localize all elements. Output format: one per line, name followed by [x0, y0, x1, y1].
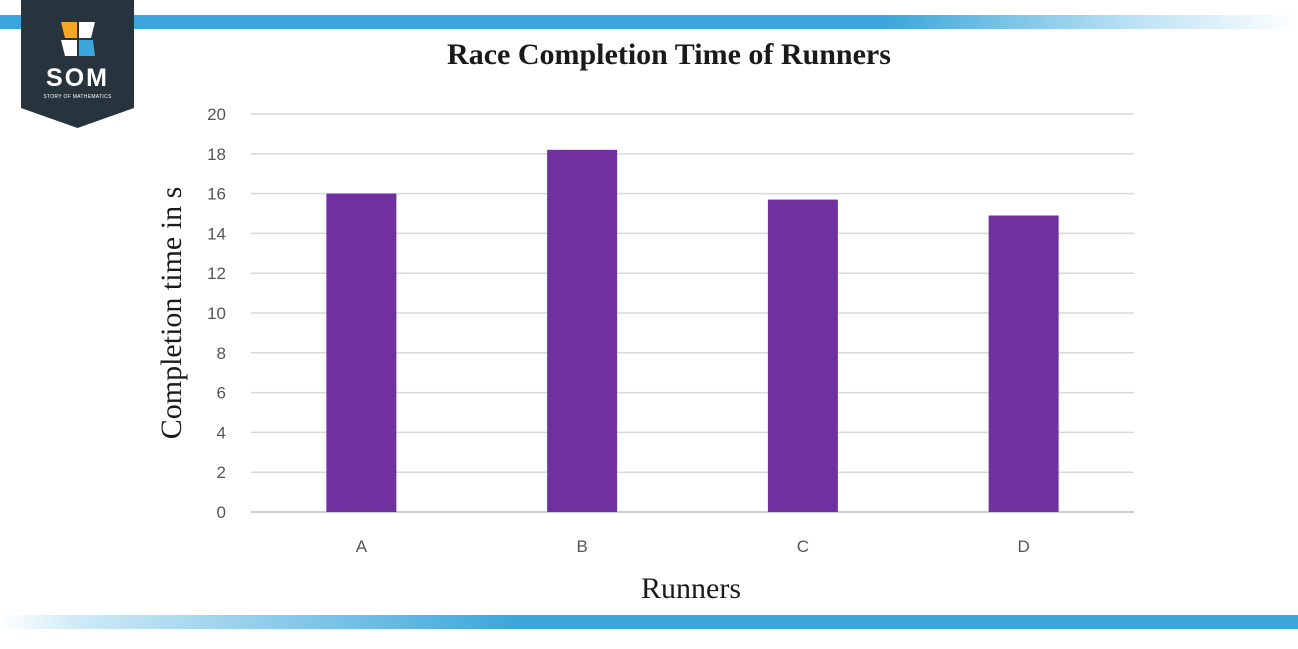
y-tick-label: 14	[207, 224, 226, 243]
x-tick-label: C	[797, 537, 809, 556]
x-tick-label: B	[576, 537, 587, 556]
som-logo: SOM STORY OF MATHEMATICS	[21, 0, 134, 130]
y-tick-label: 4	[217, 423, 226, 442]
x-axis-label: Runners	[641, 572, 741, 605]
y-tick-label: 2	[217, 463, 226, 482]
y-tick-label: 12	[207, 264, 226, 283]
bar	[326, 193, 397, 512]
x-tick-label: D	[1017, 537, 1029, 556]
y-tick-label: 0	[217, 503, 226, 522]
logo-badge-icon	[21, 0, 134, 128]
bar	[767, 199, 838, 512]
y-tick-label: 6	[217, 384, 226, 403]
top-decorative-band	[0, 15, 1298, 29]
bottom-decorative-band	[0, 615, 1298, 629]
logo-subtext: STORY OF MATHEMATICS	[43, 94, 112, 100]
x-tick-label: A	[356, 537, 368, 556]
bar	[547, 149, 618, 512]
logo-text: SOM	[46, 64, 109, 92]
y-tick-label: 16	[207, 185, 226, 204]
bar	[988, 215, 1059, 513]
chart-title: Race Completion Time of Runners	[447, 38, 891, 71]
y-tick-label: 20	[207, 105, 226, 124]
y-tick-label: 8	[217, 344, 226, 363]
y-tick-label: 18	[207, 145, 226, 164]
y-tick-label: 10	[207, 304, 226, 323]
